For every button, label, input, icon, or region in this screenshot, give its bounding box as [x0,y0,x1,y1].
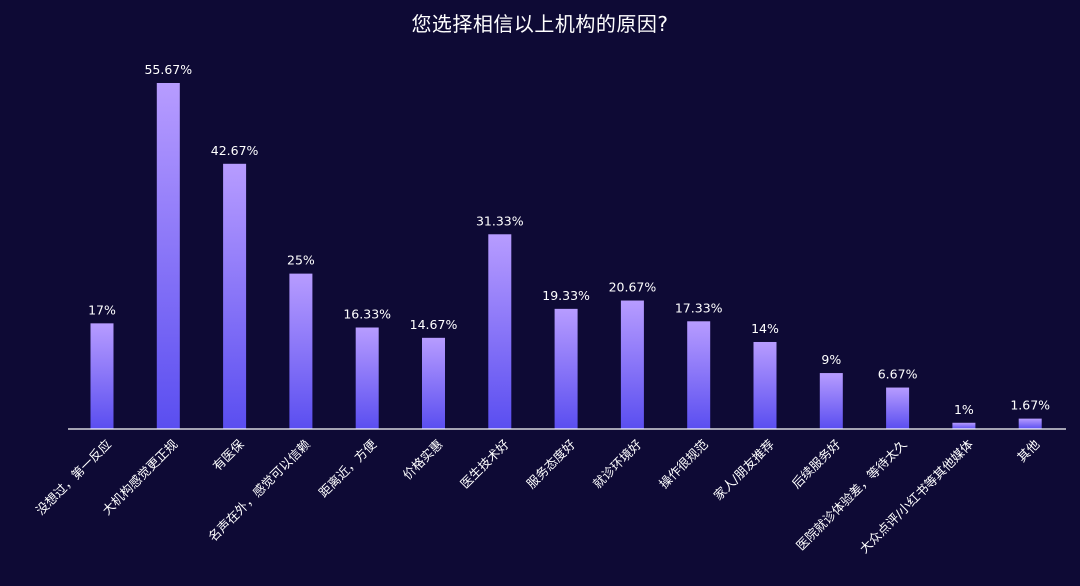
bar-6 [422,337,445,429]
chart-title: 您选择相信以上机构的原因? [411,12,669,36]
data-label-7: 31.33% [476,213,524,228]
category-label-12: 后续服务好 [789,437,844,492]
category-label-6: 价格实惠 [400,437,446,483]
category-label-15: 其他 [1014,436,1043,465]
data-label-9: 20.67% [609,280,657,295]
category-label-5: 距离近，方便 [316,436,380,500]
data-label-15: 1.67% [1010,398,1050,413]
category-label-9: 就诊环境好 [590,437,645,492]
data-label-4: 25% [287,253,315,268]
data-label-5: 16.33% [343,307,391,322]
data-label-11: 14% [751,321,779,336]
bar-7 [488,234,512,429]
bar-4 [289,273,313,429]
bar-5 [355,327,379,429]
category-label-7: 医生技术好 [457,437,512,492]
bar-1 [90,323,114,429]
data-label-8: 19.33% [542,288,590,303]
data-label-2: 55.67% [144,62,192,77]
category-label-8: 服务态度好 [523,437,578,492]
bar-11 [753,341,777,429]
bar-13 [886,387,910,429]
data-label-14: 1% [954,402,974,417]
data-label-1: 17% [88,302,116,317]
bar-2 [156,83,180,429]
bar-12 [819,373,843,429]
data-label-6: 14.67% [410,317,458,332]
bar-3 [223,163,247,430]
category-label-14: 大众点评/小红书等其他媒体 [856,436,976,556]
bar-14 [952,422,976,429]
category-label-10: 操作很规范 [656,437,711,492]
category-label-13: 医院就诊体验差，等待太久 [793,436,910,553]
bar-9 [620,300,644,429]
data-label-10: 17.33% [675,300,723,315]
data-label-13: 6.67% [878,367,918,382]
data-label-12: 9% [821,352,841,367]
bar-8 [554,308,578,429]
bar-10 [687,321,711,429]
category-label-11: 家人/朋友推荐 [710,437,777,504]
data-label-3: 42.67% [211,143,259,158]
category-label-3: 有医保 [210,436,247,473]
bar-15 [1018,418,1042,429]
